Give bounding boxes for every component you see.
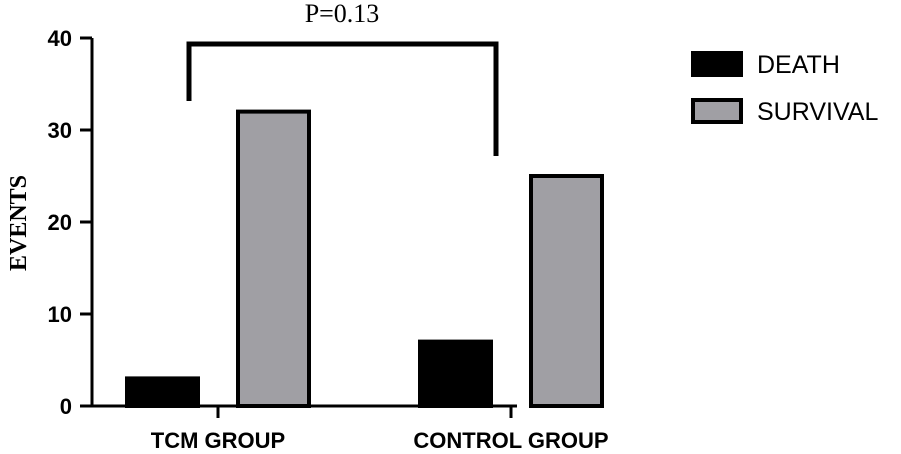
bars bbox=[125, 109, 604, 409]
legend-label-survival: SURVIVAL bbox=[757, 98, 878, 126]
bar-survival-tcm bbox=[236, 109, 311, 408]
bar-death-tcm bbox=[125, 376, 200, 408]
significance-bracket bbox=[186, 41, 499, 156]
category-label: TCM GROUP bbox=[151, 428, 285, 453]
category-label: CONTROL GROUP bbox=[413, 428, 608, 453]
legend-swatch-survival bbox=[691, 98, 743, 124]
y-tick-label: 10 bbox=[48, 302, 72, 327]
y-tick-label: 0 bbox=[60, 394, 72, 419]
legend-label-death: DEATH bbox=[757, 51, 840, 79]
y-tick-label: 20 bbox=[48, 210, 72, 235]
x-axis-ticks bbox=[216, 406, 513, 418]
bar-death-control bbox=[418, 339, 493, 409]
legend-swatch-death bbox=[691, 51, 743, 77]
y-tick-label: 40 bbox=[48, 26, 72, 51]
y-axis-label: EVENTS bbox=[6, 175, 32, 271]
y-tick-label: 30 bbox=[48, 118, 72, 143]
y-axis-ticks: 0 10 20 30 40 bbox=[48, 26, 92, 419]
legend: DEATH SURVIVAL bbox=[691, 51, 878, 126]
bar-survival-control bbox=[529, 174, 604, 408]
p-value-annotation: P=0.13 bbox=[305, 0, 380, 28]
category-labels: TCM GROUP CONTROL GROUP bbox=[151, 428, 609, 453]
